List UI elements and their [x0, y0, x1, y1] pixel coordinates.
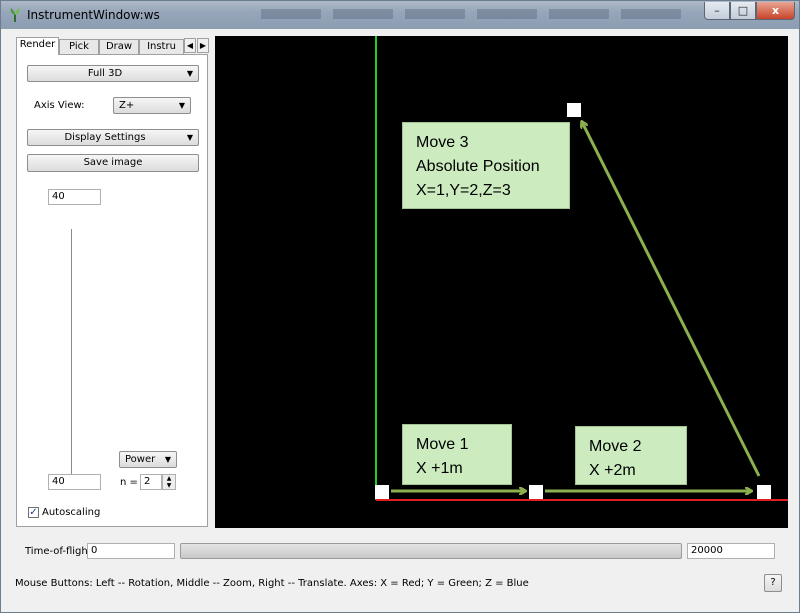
move1-position-marker[interactable] — [529, 485, 543, 499]
render-tab-panel: Full 3D ▼ Axis View: Z+ ▼ Display Settin… — [16, 54, 208, 527]
minimize-icon: – — [714, 4, 720, 17]
tab-instrument[interactable]: Instru — [139, 39, 184, 54]
maximize-button[interactable]: □ — [730, 2, 756, 20]
axis-view-select[interactable]: Z+ ▼ — [113, 97, 191, 114]
instrument-scene — [375, 36, 788, 501]
scale-type-value: Power — [125, 454, 156, 465]
control-panel: Render Pick Draw Instru ◀ ▶ Full 3D ▼ Ax… — [16, 37, 209, 527]
minimize-button[interactable]: – — [704, 2, 730, 20]
move2-detail: X +2m — [589, 462, 636, 479]
move3-subtitle: Absolute Position — [416, 158, 540, 175]
time-of-flight-max-input[interactable]: 20000 — [687, 543, 775, 559]
app-icon — [10, 8, 20, 22]
tab-draw[interactable]: Draw — [99, 39, 139, 54]
move2-callout: Move 2 X +2m — [575, 426, 687, 485]
origin-marker[interactable] — [375, 485, 389, 499]
axis-view-label: Axis View: — [34, 100, 85, 111]
checkmark-icon: ✓ — [29, 507, 38, 518]
move1-callout: Move 1 X +1m — [402, 424, 512, 485]
close-button[interactable]: x — [756, 2, 795, 20]
maximize-icon: □ — [737, 4, 749, 17]
move2-title: Move 2 — [589, 438, 642, 455]
dropdown-arrow-icon: ▼ — [164, 455, 171, 464]
scale-type-select[interactable]: Power ▼ — [119, 451, 177, 468]
status-bar-text: Mouse Buttons: Left -- Rotation, Middle … — [15, 578, 529, 589]
spin-up-icon[interactable]: ▲ — [166, 475, 172, 482]
tab-pick[interactable]: Pick — [59, 39, 99, 54]
n-label: n = — [120, 477, 138, 488]
color-scale-slider[interactable] — [71, 229, 72, 486]
title-bar[interactable]: InstrumentWindow:ws – □ x — [1, 1, 799, 29]
window-title: InstrumentWindow:ws — [27, 8, 160, 22]
move3-callout: Move 3 Absolute Position X=1,Y=2,Z=3 — [402, 122, 570, 209]
axis-view-value: Z+ — [119, 100, 135, 111]
move1-title: Move 1 — [416, 436, 469, 453]
display-settings-label: Display Settings — [64, 132, 146, 143]
tab-render[interactable]: Render — [16, 37, 59, 55]
tab-scroll-right-icon[interactable]: ▶ — [197, 38, 209, 53]
color-scale-min-input[interactable]: 40 — [48, 474, 101, 490]
spin-down-icon[interactable]: ▼ — [166, 482, 172, 489]
title-bar-background-texture — [261, 9, 691, 19]
display-settings-menu[interactable]: Display Settings ▼ — [27, 129, 199, 146]
tab-scroll-left-icon[interactable]: ◀ — [184, 38, 196, 53]
render-mode-value: Full 3D — [87, 68, 123, 79]
dropdown-arrow-icon: ▼ — [186, 69, 193, 78]
dropdown-arrow-icon: ▼ — [186, 133, 193, 142]
time-of-flight-range-slider[interactable] — [180, 543, 682, 559]
3d-viewport[interactable]: Move 3 Absolute Position X=1,Y=2,Z=3 Mov… — [215, 36, 788, 528]
move3-title: Move 3 — [416, 134, 469, 151]
save-image-button[interactable]: Save image — [27, 154, 199, 172]
autoscaling-label: Autoscaling — [42, 507, 101, 518]
n-exponent-spinner[interactable]: ▲ ▼ — [162, 474, 176, 490]
help-button[interactable]: ? — [764, 574, 782, 592]
autoscaling-checkbox[interactable]: ✓ — [28, 507, 39, 518]
color-scale-max-input[interactable]: 40 — [48, 189, 101, 205]
n-exponent-input[interactable]: 2 — [140, 474, 162, 490]
time-of-flight-label: Time-of-flight — [25, 546, 92, 557]
move3-arrow — [582, 122, 761, 477]
move3-position-marker[interactable] — [567, 103, 581, 117]
tab-bar: Render Pick Draw Instru ◀ ▶ — [16, 37, 209, 55]
move2-position-marker[interactable] — [757, 485, 771, 499]
dropdown-arrow-icon: ▼ — [178, 101, 185, 110]
move3-coords: X=1,Y=2,Z=3 — [416, 182, 511, 199]
move1-detail: X +1m — [416, 460, 463, 477]
time-of-flight-min-input[interactable]: 0 — [87, 543, 175, 559]
close-icon: x — [771, 4, 780, 17]
render-mode-select[interactable]: Full 3D ▼ — [27, 65, 199, 82]
